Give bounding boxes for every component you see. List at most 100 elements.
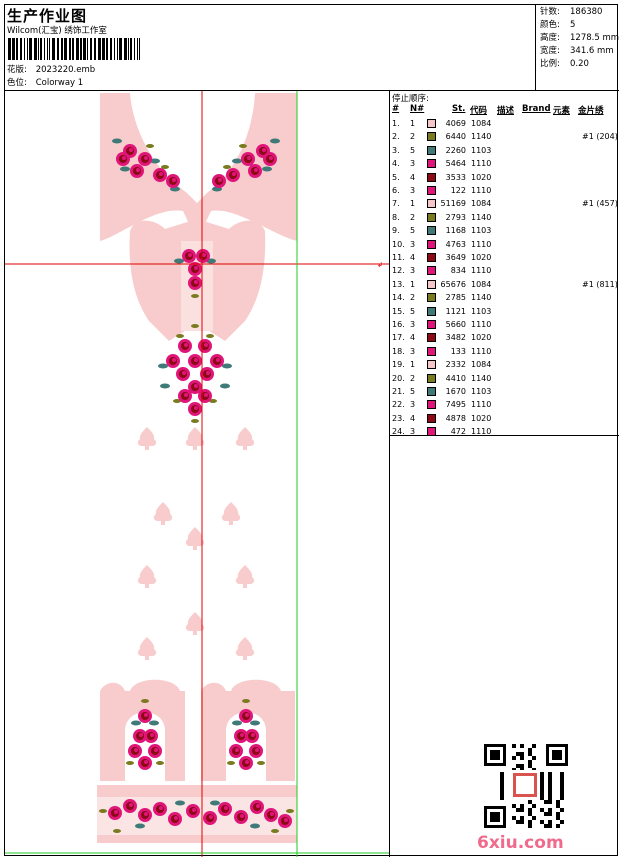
color-swatch [427,212,436,222]
barcode-icon [8,38,140,60]
thread-code: 1140 [471,293,492,303]
qr-code-icon [482,742,570,830]
stat-row: 比例: 0.20 [538,58,619,71]
stitch-count: 6440 [445,132,466,142]
row-index: 20. [392,373,405,383]
site-logo: 6xiu.com [477,833,564,853]
needle-number: 3 [410,320,416,329]
color-swatch [427,333,436,343]
stitch-count: 51169 [440,199,466,209]
needle-number: 3 [410,427,416,437]
sequin-info: #1 (457) [582,199,618,209]
thread-code: 1020 [471,172,492,182]
col-header: Brand [522,104,551,114]
color-swatch [427,119,436,128]
thread-code: 1140 [471,373,492,383]
row-index: 7. [392,199,400,209]
needle-number: 2 [410,373,416,383]
needle-number: 3 [410,239,416,249]
thread-code: 1110 [471,346,492,356]
stitch-count: 4878 [445,413,466,423]
header-panel: 生产作业图 Wilcom(汇宝) 绣饰工作室 花版: 2023220.emb 色… [5,5,536,91]
stat-value: 0.20 [570,59,589,69]
row-index: 18. [392,346,405,356]
col-header: 描述 [497,106,515,116]
thread-code: 1110 [471,320,492,329]
color-swatch [427,145,436,155]
stat-label: 高度: [540,33,560,43]
design-value: 2023220.emb [35,65,96,75]
table-row: 16. 3 5660 1110 [390,318,619,331]
needle-number: 4 [410,333,416,343]
stitch-count: 2793 [445,212,466,222]
needle-number: 1 [410,199,416,209]
stitch-count: 4410 [445,373,466,383]
color-swatch [427,266,436,276]
row-index: 9. [392,226,400,236]
row-index: 17. [392,333,405,343]
color-swatch [427,387,436,396]
color-swatch [427,226,436,236]
needle-number: 4 [410,253,416,262]
thread-code: 1020 [471,333,492,343]
color-swatch [427,400,436,410]
needle-number: 5 [410,226,416,236]
svg-text:↲: ↲ [377,261,383,269]
sequin-info: #1 (204) [582,132,618,142]
color-swatch [427,346,436,356]
design-file-row: 花版: 2023220.emb [7,63,95,75]
table-row: 3. 5 2260 1103 [390,144,619,157]
col-header: # [392,104,400,114]
stitch-count: 2332 [445,360,466,370]
thread-code: 1140 [471,132,492,142]
table-row: 20. 2 4410 1140 [390,372,619,385]
needle-number: 1 [410,279,416,289]
row-index: 2. [392,132,400,142]
row-index: 15. [392,306,405,316]
row-index: 19. [392,360,405,370]
needle-number: 5 [410,387,416,396]
stop-sequence-panel: 停止顺序: # N# St. 代码 描述 Brand 元素 金片绣 1. 1 406… [390,91,619,437]
thread-code: 1103 [471,226,492,236]
thread-code: 1103 [471,306,492,316]
thread-code: 1084 [471,279,492,289]
table-row: 13. 1 65676 1084 #1 (811) [390,278,619,291]
thread-code: 1110 [471,400,492,410]
needle-number: 5 [410,306,416,316]
needle-number: 2 [410,293,416,303]
needle-number: 3 [410,186,416,195]
row-index: 12. [392,266,405,276]
color-swatch [427,413,436,423]
color-swatch [427,199,436,209]
color-swatch [427,306,436,316]
color-swatch [427,360,436,370]
thread-code: 1103 [471,387,492,396]
color-swatch [427,320,436,329]
colorway-row: 色位: Colorway 1 [7,76,83,88]
needle-number: 3 [410,266,416,276]
row-index: 10. [392,239,405,249]
table-row: 5. 4 3533 1020 [390,171,619,184]
design-preview: ↲ [5,91,390,857]
stat-label: 宽度: [540,46,560,56]
stitch-count: 122 [450,186,466,195]
stitch-count: 2785 [445,293,466,303]
stitch-count: 4763 [445,239,466,249]
stat-label: 比例: [540,59,560,69]
color-swatch [427,159,436,169]
col-header: St. [452,104,466,114]
color-swatch [427,186,436,195]
color-swatch [427,239,436,249]
needle-number: 5 [410,145,416,155]
stitch-count: 3649 [445,253,466,262]
stitch-count: 4069 [445,119,466,128]
stat-value: 5 [570,20,576,30]
stitch-count: 472 [450,427,466,437]
thread-code: 1110 [471,266,492,276]
stat-row: 宽度: 341.6 mm [538,45,619,58]
stitch-count: 1121 [445,306,466,316]
stitch-count: 5660 [445,320,466,329]
row-index: 6. [392,186,400,195]
color-swatch [427,172,436,182]
table-row: 15. 5 1121 1103 [390,305,619,318]
